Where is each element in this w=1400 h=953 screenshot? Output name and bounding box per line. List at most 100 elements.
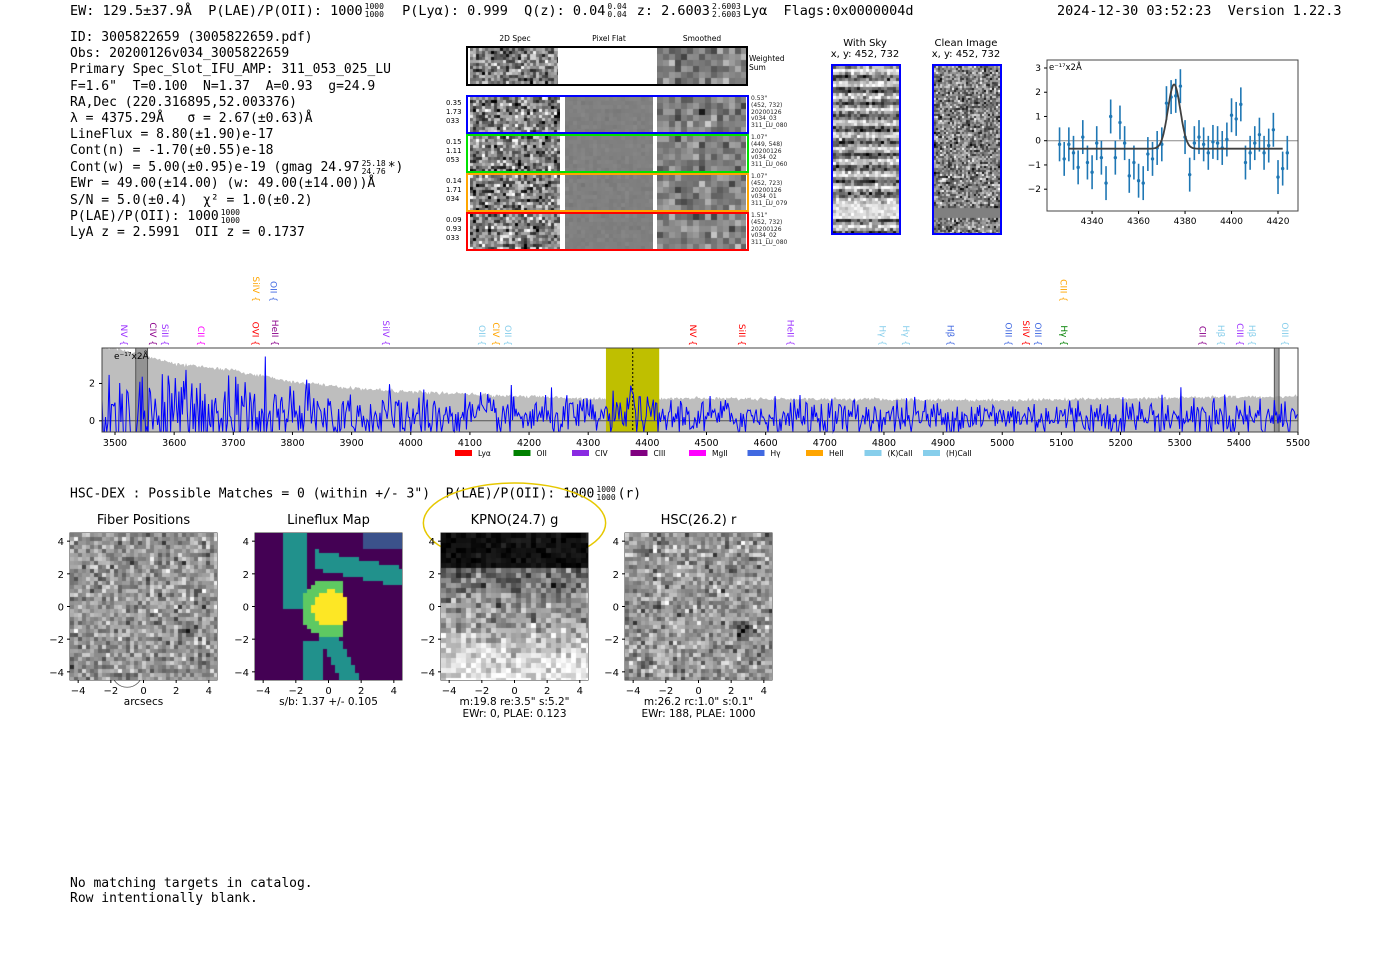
data-point xyxy=(1174,94,1178,98)
y-tick-label: 0 xyxy=(429,603,435,614)
y-tick-label: −4 xyxy=(604,668,619,679)
weighted-smoothed-image xyxy=(657,48,746,84)
footer-line: No matching targets in catalog. xyxy=(70,876,313,891)
row-2dspec-image xyxy=(470,214,560,249)
cutout-caption: m:26.2 rc:1.0" s:0.1" xyxy=(643,696,754,708)
emission-line-label: Hγ { xyxy=(1058,325,1068,346)
legend-swatch xyxy=(923,450,940,456)
row-smoothed-image xyxy=(657,214,746,249)
fiber-row-frame xyxy=(466,212,749,251)
emission-line-label: OVI { xyxy=(249,322,259,346)
info-lineflux: LineFlux = 8.80(±1.90)e-17 xyxy=(70,127,274,143)
y-tick-label: 0 xyxy=(58,603,64,614)
info-params: F=1.6" T=0.100 N=1.37 A=0.93 g=24.9 xyxy=(70,78,376,94)
data-point xyxy=(1257,132,1262,137)
data-point xyxy=(1108,114,1113,119)
x-tick-label: 0 xyxy=(140,686,146,697)
weighted-sum-frame xyxy=(466,46,748,86)
x-tick-label: 4340 xyxy=(1081,217,1104,227)
y-tick-label: 4 xyxy=(429,537,435,548)
x-tick-label: −2 xyxy=(474,686,489,697)
y-tick-label: 2 xyxy=(243,570,249,581)
y-tick-label: −4 xyxy=(234,668,249,679)
y-tick-label: 2 xyxy=(58,570,64,581)
cutout-title: Fiber Positions xyxy=(96,513,191,528)
y-tick-label: 0 xyxy=(1035,137,1041,147)
y-tick-label: 4 xyxy=(58,537,64,548)
y-tick-label: −4 xyxy=(49,668,64,679)
clean-image xyxy=(934,66,1000,233)
fibers-image xyxy=(70,533,217,680)
with-sky-image xyxy=(833,66,899,233)
x-tick-label: 5400 xyxy=(1227,438,1251,449)
emission-line-label: OIII { xyxy=(1002,322,1012,346)
data-point xyxy=(1127,174,1131,178)
info-sn: S/N = 5.0(±0.4) χ² = 1.0(±0.2) xyxy=(70,192,313,208)
data-point xyxy=(1076,165,1080,170)
x-tick-label: 4300 xyxy=(576,438,600,449)
emission-line-label: SiIV { xyxy=(380,320,390,346)
emission-line-label: NV { xyxy=(118,325,128,346)
cutout-caption: EWr: 0, PLAE: 0.123 xyxy=(462,708,567,720)
emission-line-label: Hβ { xyxy=(944,325,954,346)
info-plae: P(LAE)/P(OII): 1000 1000 1000 xyxy=(70,207,240,225)
fiber-row-stats: 0.15 1.11 053 xyxy=(446,138,462,164)
data-point xyxy=(1276,175,1280,179)
info-ewr: EWr = 49.00(±14.00) (w: 49.00(±14.00))Å xyxy=(70,176,376,192)
x-tick-label: 0 xyxy=(695,686,701,697)
x-tick-label: −2 xyxy=(103,686,118,697)
legend-swatch xyxy=(513,450,531,456)
legend-label: CIV xyxy=(595,449,608,458)
y-tick-label: 2 xyxy=(613,570,619,581)
data-point xyxy=(1243,160,1248,165)
y-tick-label: −2 xyxy=(420,635,435,646)
version: Version 1.22.3 xyxy=(1227,3,1342,19)
fiber-cutout-coords: x, y: 452, 732 xyxy=(830,49,900,60)
y-tick-label: 4 xyxy=(613,537,619,548)
x-tick-label: 4500 xyxy=(694,438,718,449)
detection-info: ID: 3005822659 (3005822659.pdf) Obs: 202… xyxy=(70,30,403,242)
fiber-row-stats: 0.35 1.73 033 xyxy=(446,99,462,125)
emission-line-label: SiII { xyxy=(736,324,746,346)
row-pixelflat-image xyxy=(565,97,653,132)
weighted-sum-label: Weighted Sum xyxy=(749,54,785,72)
fiber-row-frame xyxy=(466,95,749,134)
x-tick-label: 4000 xyxy=(399,438,423,449)
x-tick-label: 3900 xyxy=(340,438,364,449)
data-point xyxy=(1136,179,1141,183)
row-2dspec-image xyxy=(470,136,560,171)
legend-swatch xyxy=(864,450,882,456)
data-point xyxy=(1057,142,1062,147)
x-tick-label: 3500 xyxy=(103,438,127,449)
emission-line-label: SiIV { xyxy=(250,276,260,302)
y-tick-label: 4 xyxy=(243,537,249,548)
fiber-row-stats: 0.14 1.71 034 xyxy=(446,177,462,203)
data-point xyxy=(1164,101,1169,105)
x-tick-label: 4 xyxy=(206,686,212,697)
x-tick-label: 4400 xyxy=(635,438,659,449)
data-point xyxy=(1085,160,1090,165)
flux-line xyxy=(101,356,1299,434)
y-tick-label: −2 xyxy=(49,635,64,646)
legend-label: Hγ xyxy=(771,449,782,458)
x-tick-label: −2 xyxy=(288,686,303,697)
row-smoothed-image xyxy=(657,136,746,171)
data-point xyxy=(1062,157,1066,161)
emission-line-label: CIII { xyxy=(1057,279,1067,302)
y-tick-label: 2 xyxy=(89,378,95,389)
fiber-row-frame xyxy=(466,134,749,173)
emission-line-label: OIII { xyxy=(1279,322,1289,346)
cutout-title: HSC(26.2) r xyxy=(660,513,737,528)
data-point xyxy=(1071,151,1076,155)
legend-label: OII xyxy=(537,449,547,458)
header-summary: EW: 129.5±37.9Å P(LAE)/P(OII): 1000 1000 1… xyxy=(70,2,914,20)
full-spectrum-plot: 3500 3600 3700 3800 3900 4000 4100 4200 4300 4400… xyxy=(89,276,1310,458)
data-point xyxy=(1104,181,1108,185)
data-point xyxy=(1215,141,1220,145)
emission-line-label: CIV { xyxy=(147,322,157,346)
data-point xyxy=(1081,135,1085,139)
x-tick-label: 4380 xyxy=(1174,217,1197,227)
legend-swatch xyxy=(572,450,589,456)
y-tick-label: −2 xyxy=(1028,185,1041,195)
